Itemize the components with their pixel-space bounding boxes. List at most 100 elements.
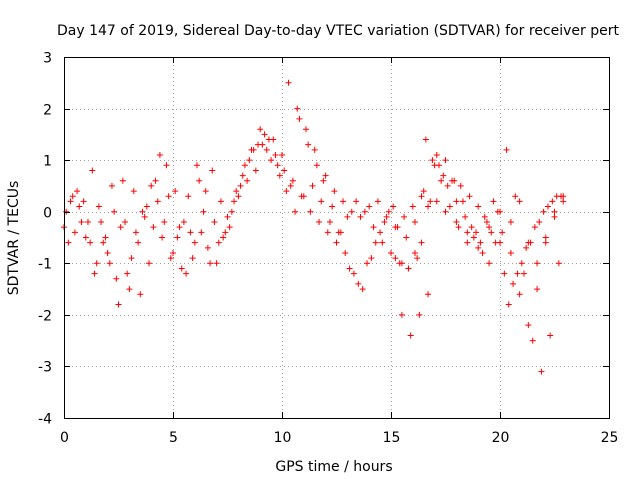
data-point	[540, 208, 547, 215]
data-point	[130, 188, 137, 195]
data-point	[346, 265, 353, 272]
data-point	[283, 188, 290, 195]
data-point	[241, 162, 248, 169]
data-point	[453, 198, 460, 205]
data-point	[250, 146, 257, 153]
data-point	[117, 224, 124, 231]
data-point	[542, 234, 549, 241]
data-point	[139, 208, 146, 215]
data-point	[294, 105, 301, 112]
data-point	[420, 188, 427, 195]
data-point	[379, 239, 386, 246]
data-point	[178, 265, 185, 272]
data-point	[272, 151, 279, 158]
data-point	[76, 203, 83, 210]
y-tick-label: -3	[38, 360, 52, 376]
y-axis-label: SDTVAR / TECUs	[6, 181, 22, 296]
data-point	[263, 146, 270, 153]
data-point	[69, 193, 76, 200]
data-point	[211, 219, 218, 226]
data-point	[316, 219, 323, 226]
data-point	[281, 167, 288, 174]
data-point	[261, 131, 268, 138]
data-point	[505, 301, 512, 308]
data-point	[499, 229, 506, 236]
data-point	[318, 198, 325, 205]
data-point	[167, 255, 174, 262]
data-point	[507, 249, 514, 256]
x-tick-label: 25	[601, 430, 619, 446]
axis-ticks: 0 5 10 15 20 25 -4 -3 -2 -1 0 1 2 3	[38, 51, 618, 447]
data-point	[364, 260, 371, 267]
data-point	[285, 79, 292, 86]
data-point	[71, 229, 78, 236]
data-point	[174, 234, 181, 241]
data-point	[446, 203, 453, 210]
data-point	[78, 219, 85, 226]
data-point	[309, 182, 316, 189]
data-point	[146, 260, 153, 267]
data-point	[143, 203, 150, 210]
data-point	[383, 213, 390, 220]
data-point	[170, 249, 176, 256]
data-point	[409, 203, 416, 210]
data-point	[84, 219, 91, 226]
data-point	[141, 213, 148, 220]
data-point	[196, 177, 203, 184]
data-point	[67, 198, 74, 205]
data-point	[115, 301, 122, 308]
data-point	[326, 219, 333, 226]
data-point	[132, 229, 139, 236]
data-point	[542, 239, 549, 246]
data-point	[270, 136, 277, 143]
data-point	[324, 229, 331, 236]
data-point	[466, 193, 473, 200]
x-tick-label: 0	[60, 430, 69, 446]
data-point	[392, 255, 399, 262]
data-point	[547, 332, 554, 339]
data-point	[202, 188, 209, 195]
data-point	[516, 198, 523, 205]
data-point	[235, 193, 242, 200]
data-point	[226, 224, 233, 231]
data-point	[98, 219, 105, 226]
data-point	[398, 311, 405, 318]
data-point	[525, 322, 532, 329]
data-point	[65, 239, 72, 246]
y-tick-label: 2	[43, 103, 52, 119]
data-point	[237, 182, 244, 189]
data-point	[126, 286, 133, 293]
data-point	[228, 208, 235, 215]
data-point	[222, 229, 229, 236]
data-point	[87, 239, 94, 246]
data-point	[459, 198, 466, 205]
data-point	[344, 213, 351, 220]
data-point	[435, 162, 442, 169]
data-point	[342, 249, 349, 256]
data-point	[215, 239, 222, 246]
data-point	[398, 260, 405, 267]
data-point	[331, 188, 338, 195]
x-axis-label: GPS time / hours	[275, 459, 392, 475]
data-point	[353, 198, 360, 205]
data-point	[104, 249, 111, 256]
data-point	[159, 234, 166, 241]
data-point	[416, 311, 423, 318]
data-point	[468, 224, 475, 231]
data-point	[233, 188, 240, 195]
data-point	[407, 332, 414, 339]
x-tick-label: 20	[492, 430, 510, 446]
data-point	[217, 198, 224, 205]
data-point	[305, 141, 312, 148]
data-point	[74, 188, 81, 195]
data-point	[185, 193, 192, 200]
data-point	[333, 239, 340, 246]
data-point	[239, 172, 246, 179]
data-point	[204, 244, 211, 251]
data-point	[455, 224, 462, 231]
data-point	[183, 270, 190, 277]
data-point	[503, 146, 510, 153]
data-point	[377, 229, 384, 236]
series-trace-3	[65, 79, 562, 375]
